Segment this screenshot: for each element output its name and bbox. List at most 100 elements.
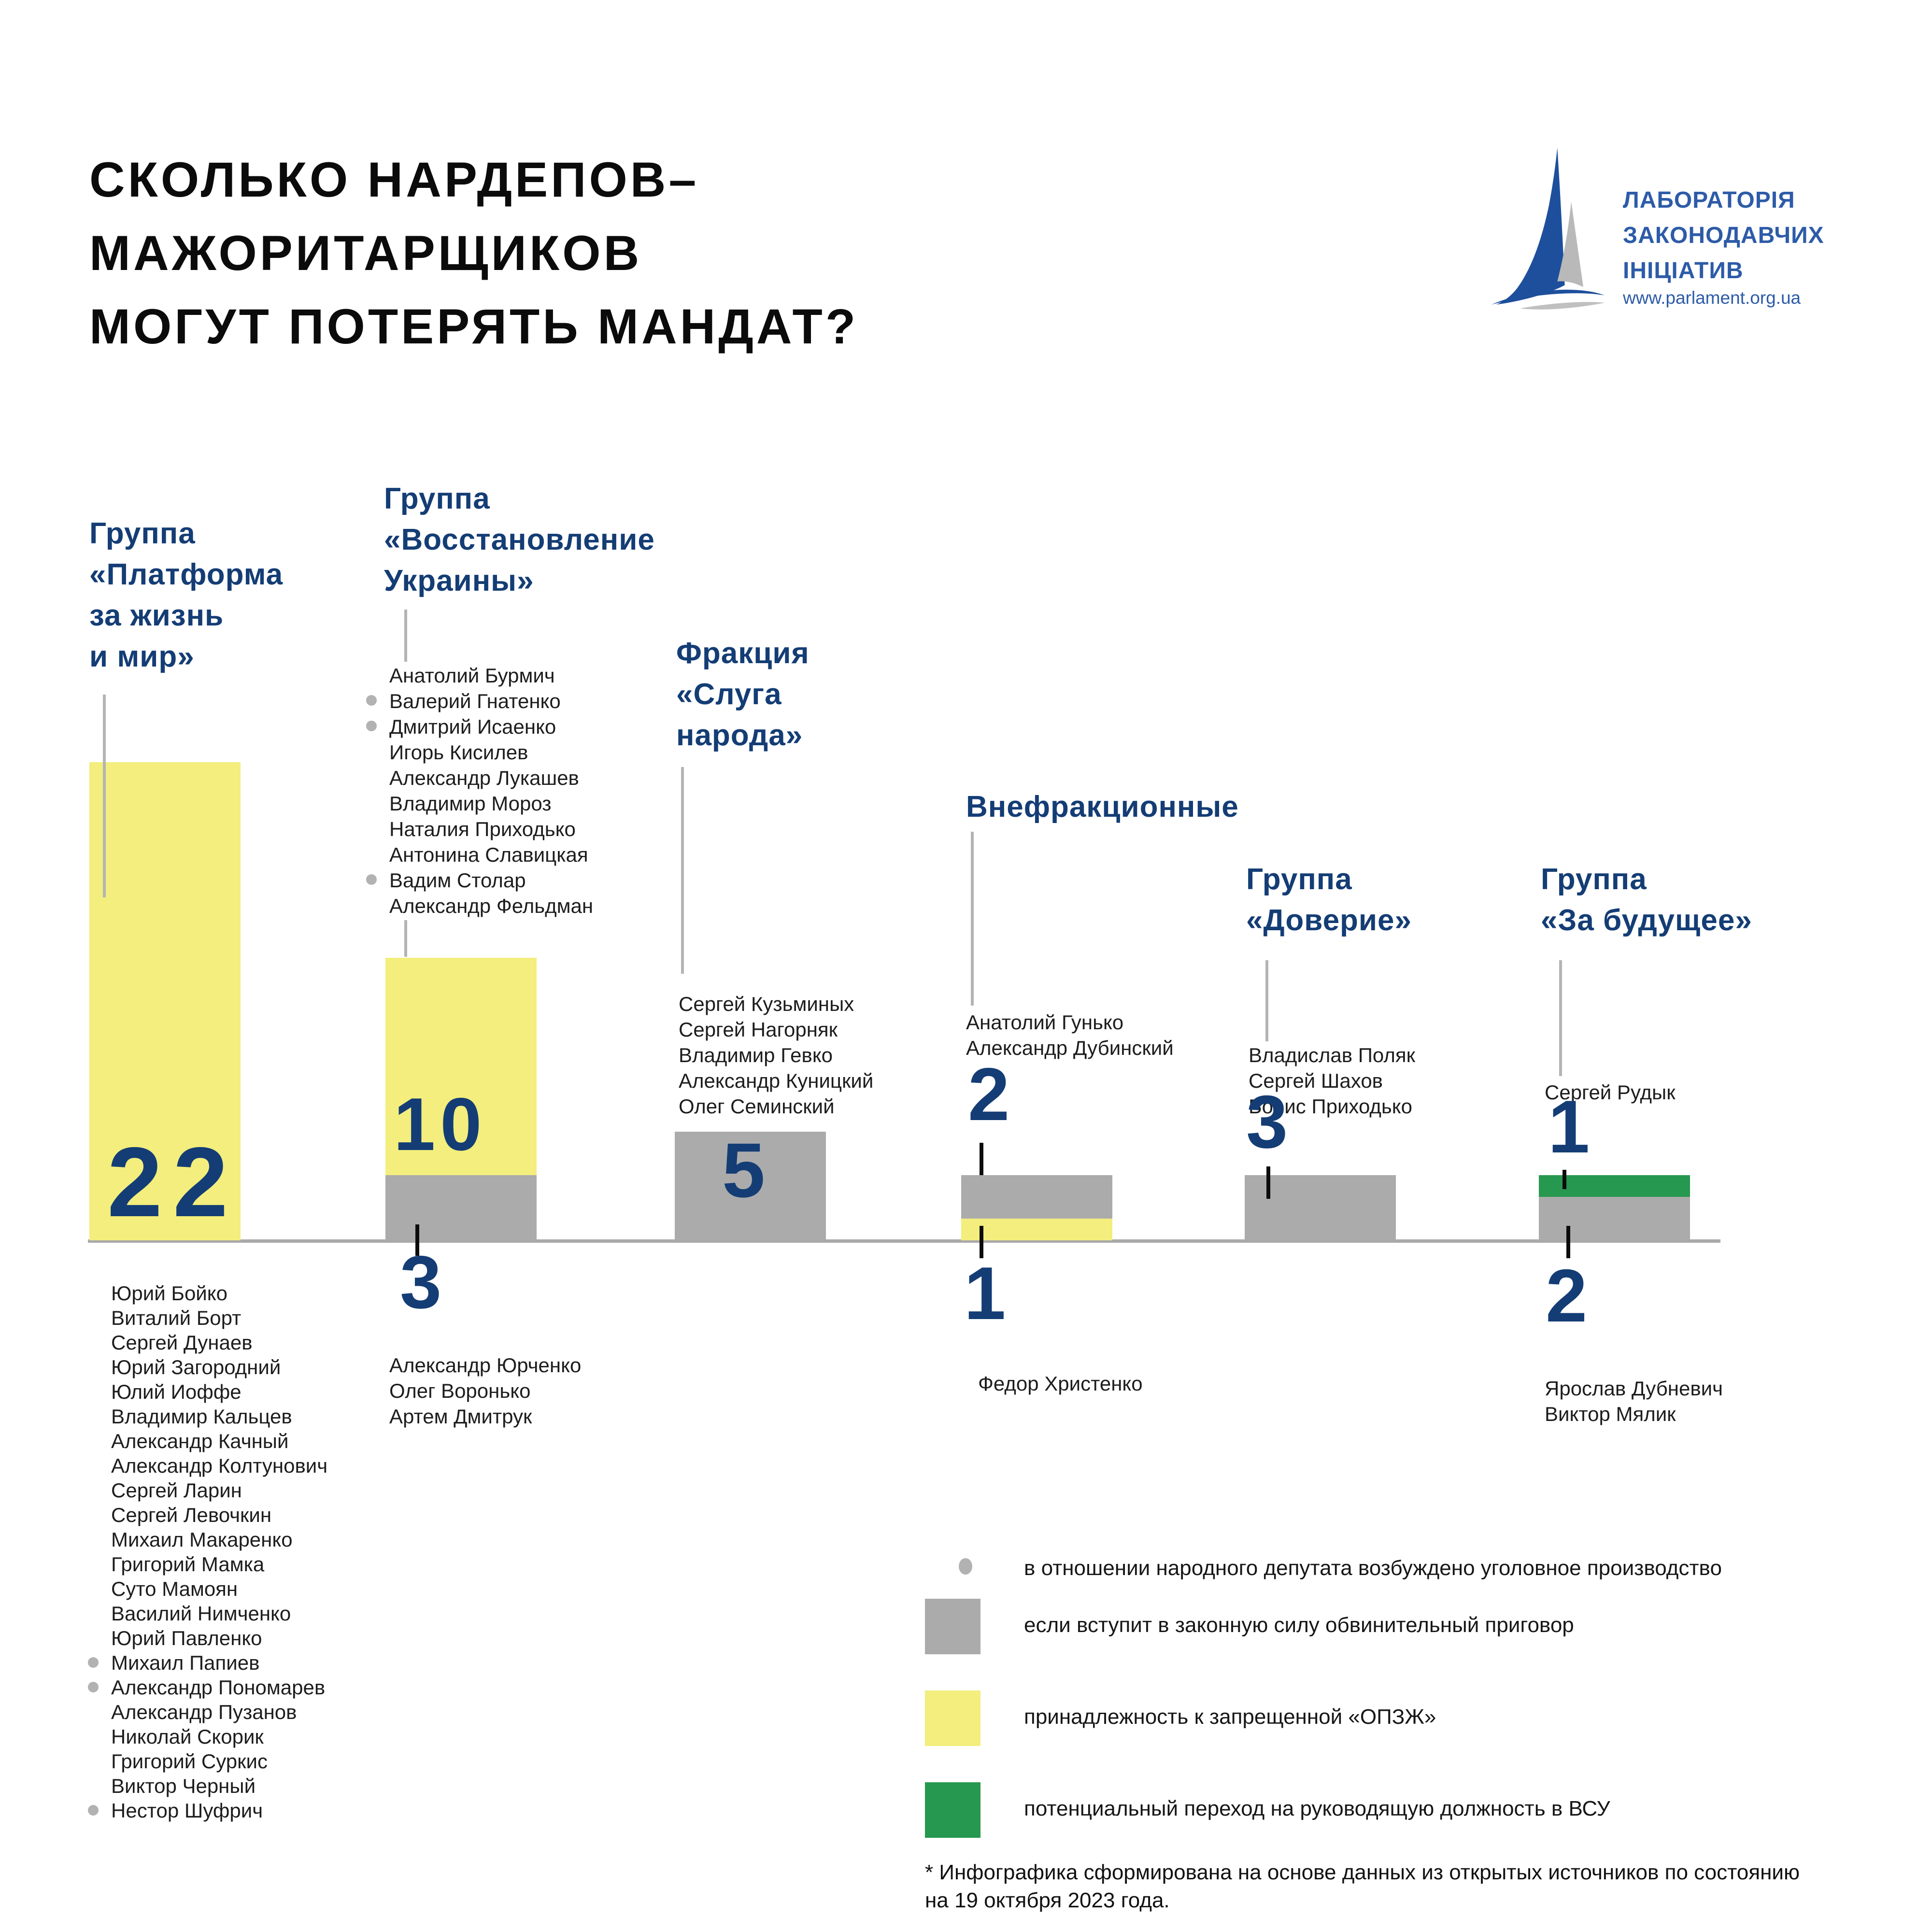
deputy-name: Александр Куницкий	[679, 1069, 874, 1092]
org-logo: ЛАБОРАТОРІЯ ЗАКОНОДАВЧИХ ІНІЦІАТИВ www.p…	[1488, 145, 1826, 338]
deputy-name: Артем Дмитрук	[389, 1405, 532, 1428]
deputy-name: Владимир Кальцев	[111, 1405, 292, 1428]
legend-opzz-swatch	[925, 1690, 980, 1746]
deputy-name: Григорий Мамка	[111, 1553, 265, 1576]
prosecuted-case-dot-icon	[88, 1805, 99, 1816]
deputy-name: Юрий Павленко	[111, 1627, 262, 1649]
deputy-name: Олег Воронько	[389, 1379, 531, 1402]
count-platforma-opzz: 22	[107, 1127, 239, 1237]
deputy-name: Сергей Шахов	[1249, 1069, 1383, 1092]
deputy-name: Сергей Дунаев	[111, 1331, 253, 1354]
tick-line	[980, 1226, 983, 1258]
connector-line	[1559, 960, 1562, 1076]
prosecuted-case-dot-icon	[88, 1682, 99, 1692]
bar-segment-opzz	[385, 958, 537, 1175]
deputy-name: Игорь Кисилев	[389, 741, 528, 764]
deputy-list-doverie: Владислав Поляк Сергей Шахов Борис Приходь…	[1249, 1042, 1415, 1119]
legend-prosecution-label: в отношении народного депутата возбужден…	[1024, 1556, 1722, 1580]
deputy-name: Александр Пузанов	[111, 1701, 297, 1723]
deputy-name: Александр Дубинский	[966, 1037, 1174, 1059]
connector-line	[404, 920, 407, 957]
bar-segment-verdict	[385, 1175, 537, 1240]
deputy-name: Вадим Столар	[366, 867, 593, 893]
bar-za-budushchee	[1539, 1175, 1690, 1240]
deputy-name: Валерий Гнатенко	[366, 688, 593, 714]
deputy-list-vnefrakcionnye: Анатолий Гунько Александр Дубинский	[966, 1009, 1174, 1061]
tick-line	[1563, 1170, 1566, 1189]
bar-segment-opzz	[89, 762, 241, 1240]
connector-line	[681, 767, 684, 974]
bar-vnefrakcionnye	[961, 1175, 1112, 1240]
deputy-name: Александр Лукашев	[389, 767, 579, 789]
group-header-vnefrakcionnye: Внефракционные	[966, 790, 1239, 824]
deputy-list-za-budushchee: Сергей Рудык	[1545, 1080, 1676, 1105]
prosecuted-case-dot-icon	[88, 1657, 99, 1668]
deputy-name: Александр Колтунович	[111, 1454, 328, 1477]
group-header-doverie: Группа «Доверие»	[1246, 863, 1412, 937]
deputy-name: Борис Приходько	[1249, 1095, 1412, 1118]
legend-opzz-label: принадлежность к запрещенной «ОПЗЖ»	[1024, 1705, 1436, 1729]
count-vosstanovlenie-opzz: 10	[394, 1082, 487, 1166]
connector-line	[971, 832, 974, 1006]
prosecuted-case-dot-icon	[366, 721, 377, 731]
sailboat-logo-icon	[1491, 147, 1605, 310]
org-url: www.parlament.org.ua	[1623, 288, 1801, 308]
deputy-name: Александр Юрченко	[389, 1354, 582, 1377]
deputy-name: Александр Пономарев	[88, 1675, 327, 1700]
connector-line	[404, 610, 407, 662]
deputy-name: Михаил Макаренко	[111, 1528, 293, 1551]
deputy-name: Суто Мамоян	[111, 1577, 238, 1600]
bar-segment-verdict	[675, 1132, 826, 1240]
count-doverie-verdict: 3	[1246, 1080, 1288, 1164]
legend-prosecution-dot-icon	[959, 1558, 972, 1575]
deputy-name: Владимир Мороз	[389, 792, 552, 815]
count-sluga-naroda-verdict: 5	[722, 1127, 765, 1213]
deputy-name: Анатолий Бурмич	[389, 664, 555, 687]
legend-verdict-swatch	[925, 1599, 980, 1654]
count-za-budushchee-vsu: 1	[1548, 1085, 1590, 1168]
page-title: СКОЛЬКО НАРДЕПОВ– МАЖОРИТАРЩИКОВ МОГУТ П…	[89, 152, 859, 354]
deputy-name: Сергей Ларин	[111, 1479, 242, 1502]
bar-vosstanovlenie	[385, 958, 537, 1240]
bar-segment-verdict	[1539, 1197, 1690, 1240]
bar-segment-verdict	[961, 1175, 1112, 1219]
deputy-list-vosstanovlenie: Анатолий Бурмич Валерий Гнатенко Дмитрий И…	[366, 663, 593, 919]
deputy-name: Владимир Гевко	[679, 1044, 833, 1066]
group-header-platforma: Группа «Платформа за жизнь и мир»	[89, 517, 284, 673]
org-name: ЛАБОРАТОРІЯ ЗАКОНОДАВЧИХ ІНІЦІАТИВ	[1623, 187, 1824, 284]
bar-sluga-naroda	[675, 1132, 826, 1240]
deputy-name: Виталий Борт	[111, 1307, 242, 1329]
bar-segment-opzz	[961, 1219, 1112, 1240]
deputy-name: Григорий Суркис	[111, 1750, 268, 1773]
deputy-list-vnefrakcionnye-opzz: Федор Христенко	[978, 1371, 1143, 1396]
count-vnefrakcionnye-opzz: 1	[964, 1251, 1006, 1335]
prosecuted-case-dot-icon	[366, 695, 377, 706]
prosecuted-case-dot-icon	[366, 874, 377, 885]
tick-line	[1266, 1166, 1270, 1199]
deputy-name: Дмитрий Исаенко	[366, 714, 593, 739]
bar-platforma	[89, 762, 241, 1240]
legend-verdict-label: если вступит в законную силу обвинительн…	[1024, 1613, 1574, 1637]
deputy-name: Олег Семинский	[679, 1095, 835, 1118]
legend-vsu-label: потенциальный переход на руководящую дол…	[1024, 1797, 1610, 1820]
tick-line	[980, 1143, 983, 1175]
deputy-name: Василий Нимченко	[111, 1602, 291, 1625]
count-vnefrakcionnye-verdict: 2	[968, 1052, 1010, 1136]
deputy-name: Ярослав Дубневич	[1545, 1377, 1723, 1400]
connector-line	[1265, 960, 1268, 1041]
connector-line	[103, 695, 106, 897]
count-vosstanovlenie-verdict: 3	[400, 1240, 442, 1324]
deputy-name: Антонина Славицкая	[389, 843, 588, 866]
deputy-name: Сергей Рудык	[1545, 1081, 1676, 1104]
bar-segment-vsu	[1539, 1175, 1690, 1197]
deputy-name: Анатолий Гунько	[966, 1011, 1124, 1034]
group-header-vosstanovlenie: Группа «Восстановление Украины»	[384, 482, 655, 597]
count-za-budushchee-verdict: 2	[1546, 1254, 1588, 1337]
deputy-name: Виктор Черный	[111, 1775, 256, 1797]
deputy-name: Сергей Левочкин	[111, 1504, 272, 1526]
deputy-name: Юрий Бойко	[111, 1282, 227, 1305]
group-header-sluga-naroda: Фракция «Слуга народа»	[676, 637, 810, 752]
deputy-name: Владислав Поляк	[1249, 1044, 1415, 1066]
deputy-name: Нестор Шуфрич	[88, 1798, 327, 1823]
